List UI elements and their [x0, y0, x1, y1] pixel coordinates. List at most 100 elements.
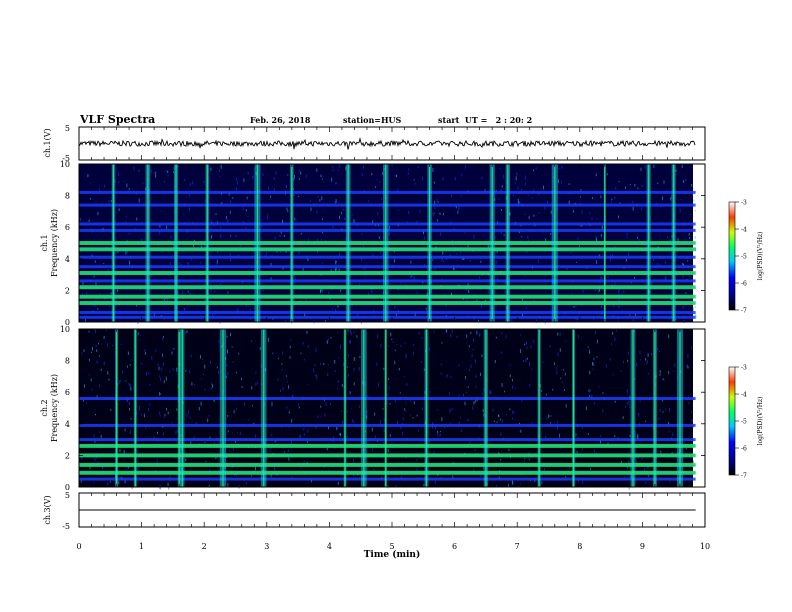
spectrogram-noise-speck	[426, 292, 428, 296]
spectrogram-noise-speck	[658, 417, 660, 420]
spectrogram-noise-speck	[332, 168, 334, 172]
spectrogram-noise-speck	[422, 281, 424, 284]
spectrogram-noise-speck	[180, 263, 182, 265]
spectrogram-noise-speck	[94, 260, 96, 263]
spectrogram-noise-speck	[170, 235, 172, 239]
spectrogram-noise-speck	[241, 386, 243, 388]
spectrogram-noise-speck	[555, 367, 557, 370]
spectrogram-noise-speck	[606, 173, 608, 176]
spectrogram-noise-speck	[529, 362, 530, 367]
spectrogram-noise-speck	[160, 377, 162, 382]
spectrogram-noise-speck	[281, 426, 282, 428]
spectrogram-noise-speck	[613, 304, 615, 307]
spectrogram-noise-speck	[441, 417, 443, 422]
spectrogram-noise-speck	[565, 404, 567, 408]
spectrogram-noise-speck	[337, 305, 339, 308]
spectrogram-noise-speck	[454, 176, 456, 181]
spectrogram-noise-speck	[693, 199, 695, 202]
spectrogram-noise-speck	[303, 427, 305, 431]
spectrogram-noise-speck	[691, 346, 693, 349]
spectrogram-noise-speck	[668, 422, 669, 425]
spectrogram-burst-core-1	[347, 164, 349, 322]
spectrogram-noise-speck	[248, 419, 250, 421]
spectrogram-noise-speck	[321, 289, 323, 292]
spectrogram-noise-speck	[395, 343, 397, 345]
colorbar-tick-label: -5	[741, 419, 747, 426]
spectrogram-noise-speck	[656, 262, 658, 266]
spectrogram-noise-speck	[581, 224, 583, 227]
spectrogram-noise-speck	[405, 410, 407, 412]
spectrogram-noise-speck	[480, 372, 482, 376]
spectrogram-noise-speck	[262, 173, 264, 177]
spectrogram-noise-speck	[128, 403, 130, 405]
spectrogram-noise-speck	[213, 399, 215, 402]
spectrogram-noise-speck	[90, 182, 92, 184]
ch1-spectrogram-ylabel-channel: ch.1	[40, 234, 49, 251]
spectrogram-noise-speck	[173, 171, 175, 174]
spectrogram-noise-speck	[628, 486, 630, 490]
spectrogram-noise-speck	[251, 475, 253, 477]
spectrogram-noise-speck	[400, 425, 402, 430]
spectrogram-noise-speck	[373, 468, 375, 472]
spectrogram-noise-speck	[83, 399, 85, 402]
spectrogram-noise-speck	[508, 448, 510, 451]
spectrogram-noise-speck	[521, 188, 522, 191]
spectrogram-noise-speck	[647, 466, 649, 469]
spectrogram-noise-speck	[614, 337, 616, 341]
spectrogram-noise-speck	[505, 335, 507, 339]
spectrogram-noise-speck	[171, 421, 173, 424]
spectrogram-noise-speck	[160, 367, 162, 371]
x-axis-label: Time (min)	[364, 549, 421, 560]
spectrogram-noise-speck	[419, 209, 421, 214]
spectrogram-noise-speck	[535, 319, 537, 324]
spectrogram-noise-speck	[125, 251, 127, 255]
spectrogram-noise-speck	[618, 181, 620, 183]
spectrogram-noise-speck	[194, 436, 195, 438]
spectrogram-noise-speck	[682, 305, 684, 309]
spectrogram-noise-speck	[481, 176, 483, 180]
x-tick-label: 6	[452, 542, 457, 551]
spectrogram-noise-speck	[227, 219, 229, 223]
spectrogram-noise-speck	[110, 409, 112, 411]
ch1-waveform-panel: 5 -5 ch.1(V)	[43, 124, 706, 163]
spectrogram-noise-speck	[153, 313, 155, 317]
spectrogram-noise-speck	[123, 181, 125, 183]
spectrogram-noise-speck	[618, 290, 620, 295]
spectrogram-noise-speck	[328, 469, 330, 471]
spectrogram-noise-speck	[307, 258, 309, 261]
spectrogram-noise-speck	[252, 245, 254, 247]
spectrogram-noise-speck	[509, 364, 511, 367]
spectrogram-noise-speck	[359, 356, 361, 359]
spectrogram-noise-speck	[556, 420, 558, 424]
spectrogram-noise-speck	[303, 358, 305, 361]
spectrogram-noise-speck	[383, 442, 384, 444]
spectrogram-noise-speck	[526, 346, 528, 349]
spectrogram-noise-speck	[525, 358, 527, 362]
spectrogram-noise-speck	[559, 348, 561, 352]
spectrogram-noise-speck	[225, 375, 227, 379]
spectrogram-noise-speck	[637, 236, 638, 239]
spectrogram-noise-speck	[689, 237, 691, 240]
spectrogram-noise-speck	[192, 181, 194, 185]
spectrogram-noise-speck	[487, 290, 489, 294]
spectrogram-noise-speck	[237, 307, 239, 312]
spectrogram-noise-speck	[600, 234, 602, 237]
spectrogram-noise-speck	[103, 335, 105, 339]
spectrogram-noise-speck	[294, 277, 296, 280]
spectrogram-noise-speck	[451, 329, 453, 334]
spectrogram-noise-speck	[210, 387, 212, 390]
spectrogram-noise-speck	[675, 318, 677, 320]
spectrogram-burst-core-1	[604, 164, 606, 322]
spectrogram-noise-speck	[230, 200, 232, 204]
spectrogram-noise-speck	[288, 411, 290, 414]
spectrogram-noise-speck	[300, 232, 302, 235]
spectrogram-noise-speck	[136, 217, 138, 221]
spectrogram-noise-speck	[195, 422, 197, 425]
spectrogram-noise-speck	[659, 263, 661, 266]
spectrogram-noise-speck	[575, 433, 577, 437]
spectrogram-noise-speck	[317, 238, 318, 242]
spectrogram-noise-speck	[159, 375, 160, 377]
spectrogram-noise-speck	[657, 182, 659, 185]
spectrogram-noise-speck	[167, 174, 169, 177]
spectrogram-noise-speck	[435, 425, 436, 430]
